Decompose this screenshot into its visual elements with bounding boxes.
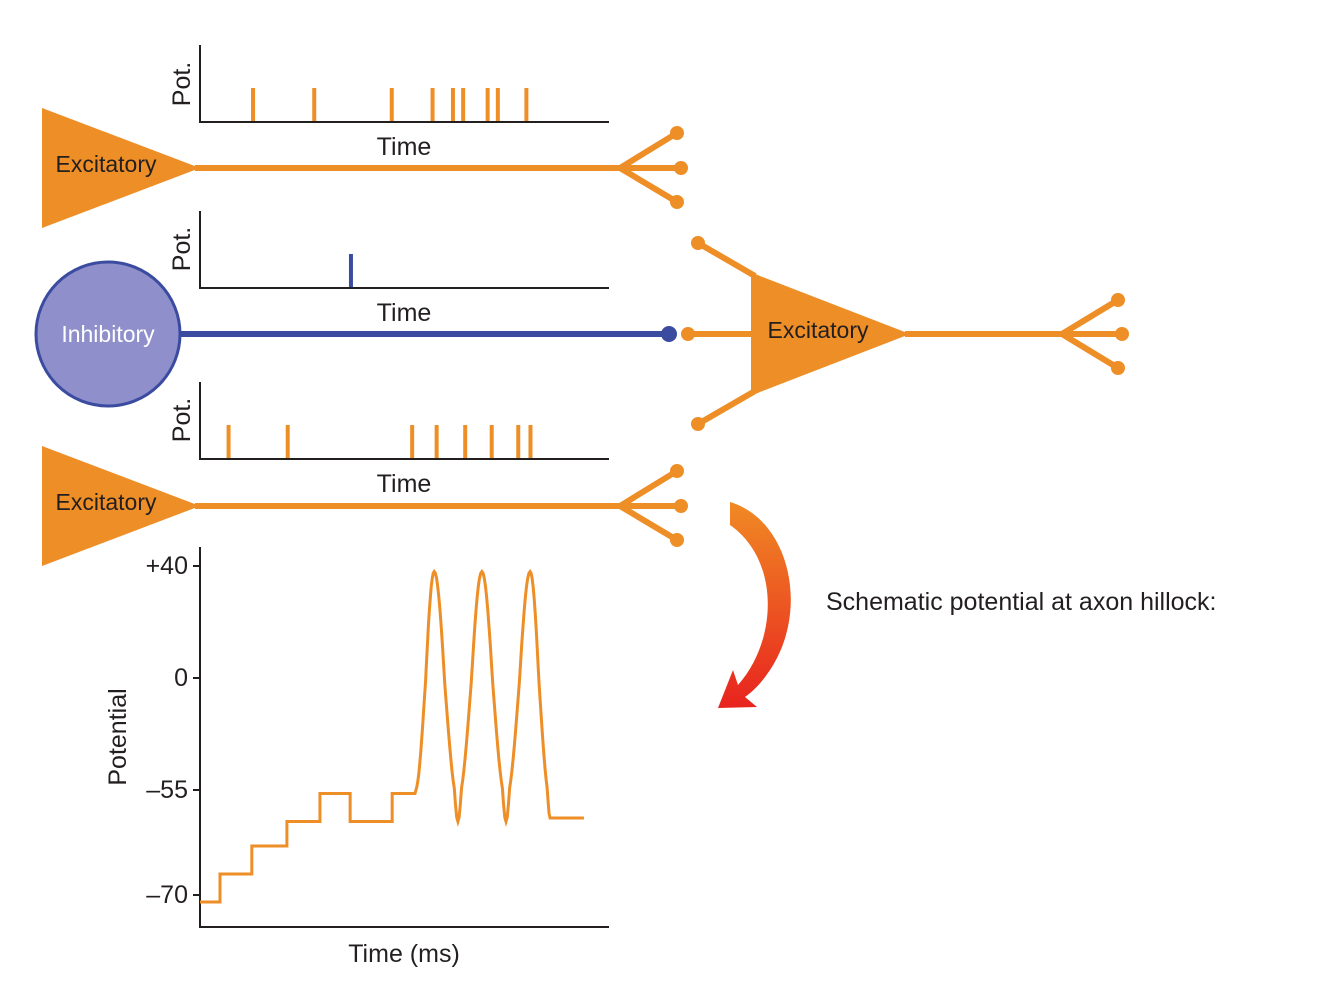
spike-train: [226, 425, 533, 458]
raster-xlabel: Time: [377, 470, 432, 498]
raster-axes: [199, 211, 609, 289]
axon: [905, 297, 1122, 371]
neuron-excitatory-bottom: Excitatory: [42, 446, 688, 566]
neuron-label: Excitatory: [56, 489, 157, 515]
axon-terminal: [1111, 293, 1125, 307]
cell-body: [751, 274, 910, 394]
neuron-label: Excitatory: [56, 151, 157, 177]
axon: [195, 468, 680, 543]
potential-trace: [200, 568, 584, 904]
curved-arrow-icon: [718, 502, 791, 708]
neuron-excitatory-target: Excitatory: [681, 236, 1129, 431]
neuron-inhibitory: Inhibitory: [34, 260, 677, 408]
chart-xlabel: Time (ms): [348, 940, 460, 968]
axon-terminal: [674, 499, 688, 513]
neuron-label: Inhibitory: [61, 321, 155, 347]
axon-terminal: [670, 195, 684, 209]
cell-body: [42, 108, 200, 228]
neuron-excitatory-top: Excitatory: [42, 108, 688, 228]
chart-axes: [199, 547, 609, 928]
dendrites: [688, 240, 757, 427]
dendrite-tip: [681, 327, 695, 341]
axon-terminal: [670, 126, 684, 140]
raster-ylabel: Pot.: [168, 398, 196, 442]
y-ticks: +40 0 –55 –70: [146, 552, 200, 909]
axon: [195, 130, 680, 205]
y-tick-label: –70: [146, 881, 188, 909]
axon-terminal: [674, 161, 688, 175]
raster-ylabel: Pot.: [168, 62, 196, 106]
axon-terminal: [1115, 327, 1129, 341]
y-tick-label: +40: [146, 552, 188, 580]
y-tick-label: 0: [174, 664, 188, 692]
raster-ylabel: Pot.: [168, 227, 196, 271]
raster-bottom: Pot. Time: [168, 382, 609, 498]
raster-top: Pot. Time: [168, 45, 609, 161]
cell-body: [42, 446, 200, 566]
axon-terminal: [661, 326, 677, 342]
raster-middle: Pot. Time: [168, 211, 609, 327]
dendrite-tip: [691, 236, 705, 250]
spike-train: [251, 88, 529, 121]
raster-axes: [199, 382, 609, 460]
annotation-text: Schematic potential at axon hillock:: [826, 588, 1217, 616]
raster-xlabel: Time: [377, 299, 432, 327]
raster-xlabel: Time: [377, 133, 432, 161]
potential-chart: +40 0 –55 –70 Potential Time (ms): [104, 547, 609, 968]
chart-ylabel: Potential: [104, 688, 132, 785]
neuron-label: Excitatory: [768, 317, 869, 343]
dendrite-tip: [691, 417, 705, 431]
raster-axes: [199, 45, 609, 123]
axon-terminal: [670, 533, 684, 547]
axon-terminal: [1111, 361, 1125, 375]
cell-body: [34, 260, 182, 408]
y-tick-label: –55: [146, 776, 188, 804]
axon-terminal: [670, 464, 684, 478]
